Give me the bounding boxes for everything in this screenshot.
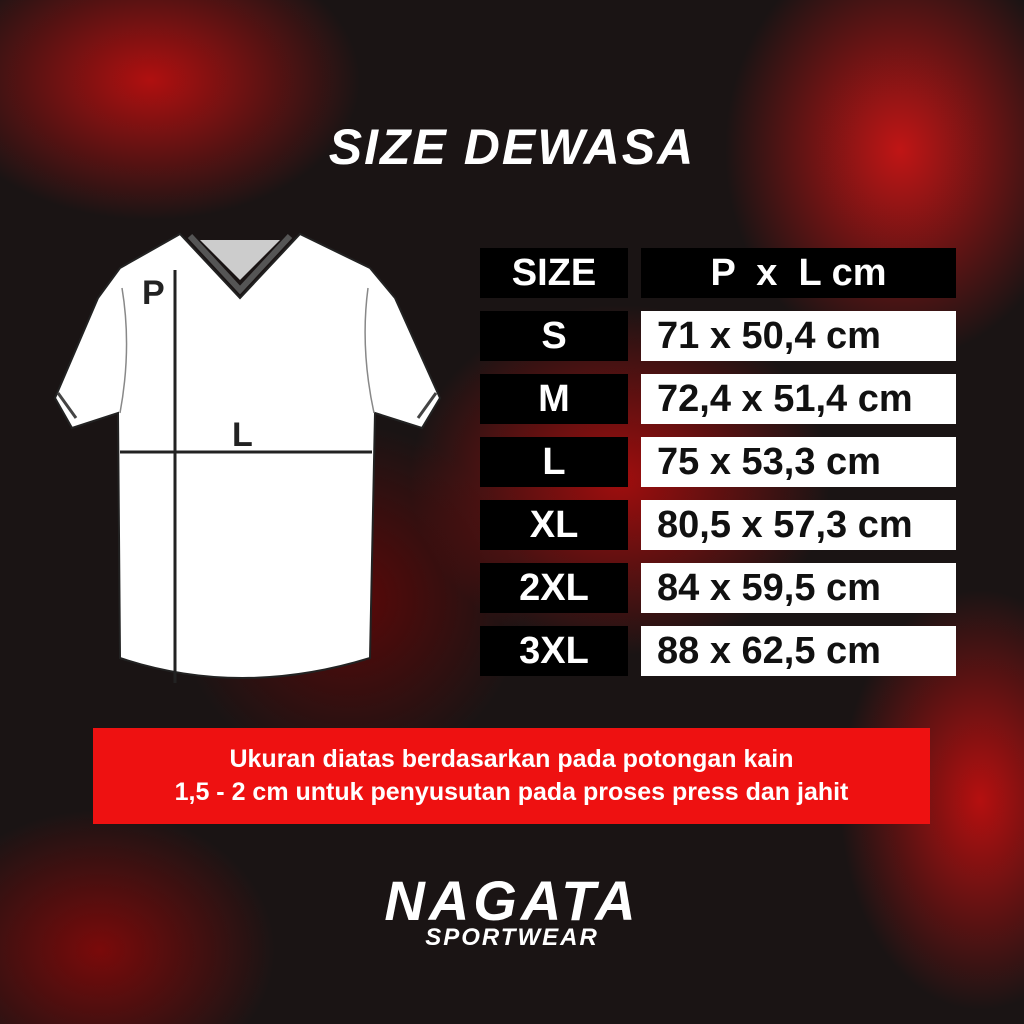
- page-title: SIZE DEWASA: [328, 119, 696, 175]
- brand-tagline: SPORTWEAR: [425, 924, 599, 951]
- size-cell: 3XL: [480, 626, 628, 676]
- measure-cell: 84 x 59,5 cm: [641, 563, 956, 613]
- note-banner: Ukuran diatas berdasarkan pada potongan …: [93, 728, 930, 824]
- measure-cell: 71 x 50,4 cm: [641, 311, 956, 361]
- header-size: SIZE: [480, 248, 628, 298]
- shirt-diagram: P L: [53, 232, 442, 683]
- measure-cell: 75 x 53,3 cm: [641, 437, 956, 487]
- measure-cell: 88 x 62,5 cm: [641, 626, 956, 676]
- measure-cell: 80,5 x 57,3 cm: [641, 500, 956, 550]
- p-label: P: [142, 274, 165, 312]
- size-cell: XL: [480, 500, 628, 550]
- size-cell: S: [480, 311, 628, 361]
- note-line-2: 1,5 - 2 cm untuk penyusutan pada proses …: [174, 778, 849, 806]
- measure-cell: 72,4 x 51,4 cm: [641, 374, 956, 424]
- l-label: L: [232, 416, 253, 454]
- size-cell: M: [480, 374, 628, 424]
- size-cell: L: [480, 437, 628, 487]
- note-line-1: Ukuran diatas berdasarkan pada potongan …: [229, 745, 794, 773]
- brand-logo: NAGATA: [384, 869, 640, 932]
- size-cell: 2XL: [480, 563, 628, 613]
- header-measure: P x L cm: [641, 248, 956, 298]
